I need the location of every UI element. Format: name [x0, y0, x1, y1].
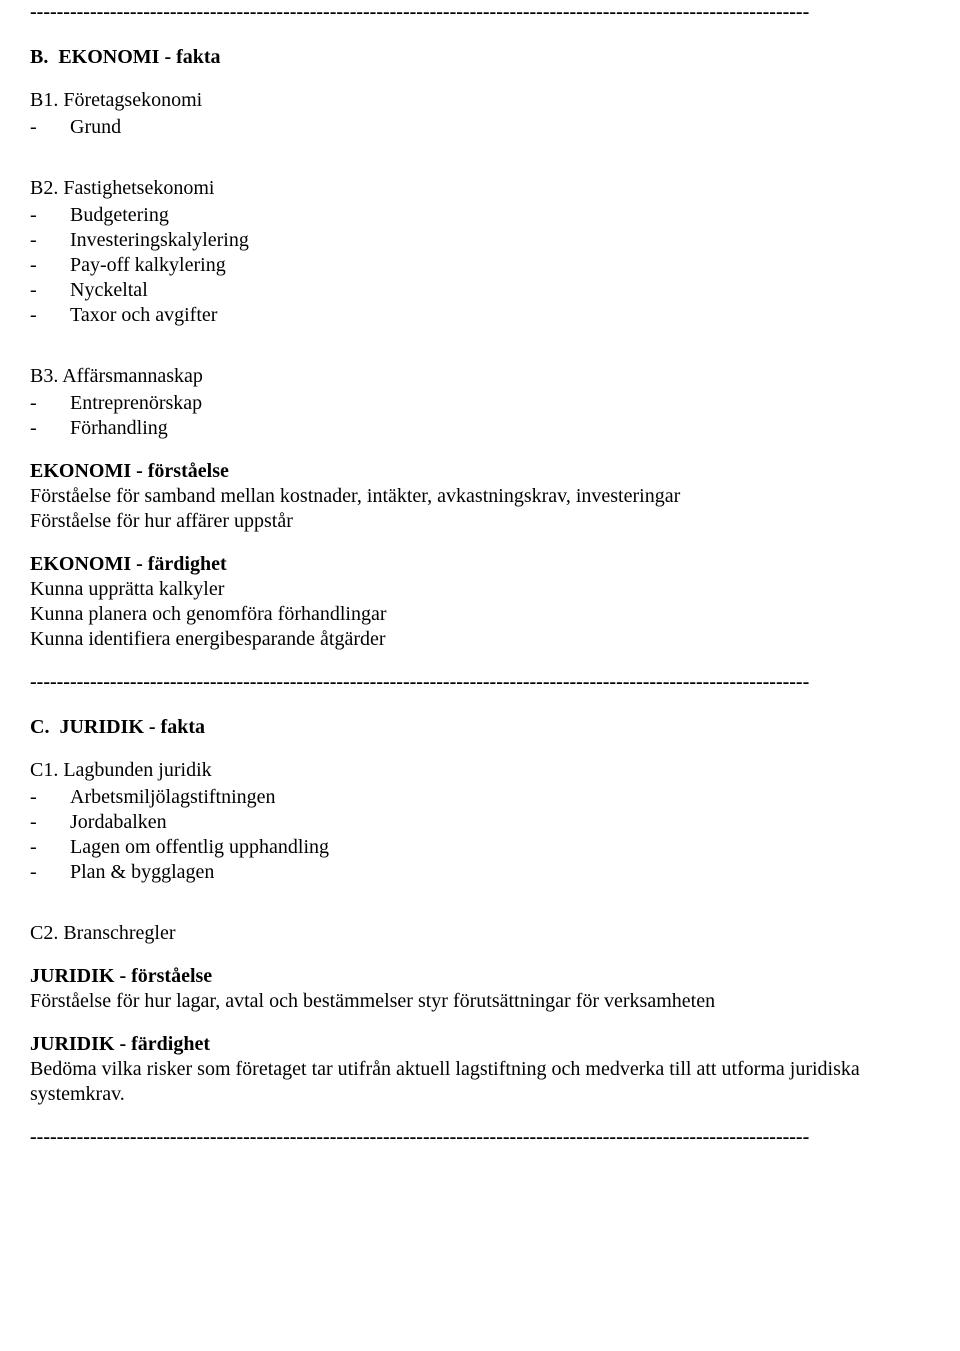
divider-mid: ----------------------------------------…	[30, 670, 930, 695]
b2-title: B2. Fastighetsekonomi	[30, 176, 930, 201]
b3-list: - Entreprenörskap - Förhandling	[30, 391, 930, 441]
dash-icon: -	[30, 810, 70, 835]
dash-icon: -	[30, 860, 70, 885]
list-item-text: Nyckeltal	[70, 278, 148, 303]
list-item: - Plan & bygglagen	[30, 860, 930, 885]
list-item-text: Förhandling	[70, 416, 168, 441]
juridik-fardighet-line: Bedöma vilka risker som företaget tar ut…	[30, 1057, 930, 1107]
c1-title: C1. Lagbunden juridik	[30, 758, 930, 783]
list-item-text: Budgetering	[70, 203, 169, 228]
b3-title: B3. Affärsmannaskap	[30, 364, 930, 389]
divider-top: ----------------------------------------…	[30, 0, 930, 25]
dash-icon: -	[30, 253, 70, 278]
dash-icon: -	[30, 391, 70, 416]
ekonomi-fardighet-line: Kunna identifiera energibesparande åtgär…	[30, 627, 930, 652]
list-item-text: Taxor och avgifter	[70, 303, 217, 328]
dash-icon: -	[30, 303, 70, 328]
divider-bottom: ----------------------------------------…	[30, 1125, 930, 1150]
list-item-text: Investeringskalylering	[70, 228, 249, 253]
list-item: - Entreprenörskap	[30, 391, 930, 416]
dash-icon: -	[30, 278, 70, 303]
dash-icon: -	[30, 785, 70, 810]
b2-list: - Budgetering - Investeringskalylering -…	[30, 203, 930, 328]
list-item: - Lagen om offentlig upphandling	[30, 835, 930, 860]
section-c-heading: C. JURIDIK - fakta	[30, 715, 930, 740]
dash-icon: -	[30, 203, 70, 228]
ekonomi-fardighet-line: Kunna planera och genomföra förhandlinga…	[30, 602, 930, 627]
section-b-heading: B. EKONOMI - fakta	[30, 45, 930, 70]
list-item-text: Entreprenörskap	[70, 391, 202, 416]
list-item-text: Pay-off kalkylering	[70, 253, 226, 278]
list-item-text: Grund	[70, 115, 121, 140]
dash-icon: -	[30, 115, 70, 140]
ekonomi-fardighet-line: Kunna upprätta kalkyler	[30, 577, 930, 602]
ekonomi-fardighet-heading: EKONOMI - färdighet	[30, 552, 930, 577]
list-item: - Jordabalken	[30, 810, 930, 835]
list-item: - Budgetering	[30, 203, 930, 228]
list-item-text: Plan & bygglagen	[70, 860, 214, 885]
c2-title: C2. Branschregler	[30, 921, 930, 946]
ekonomi-forstaelse-line: Förståelse för hur affärer uppstår	[30, 509, 930, 534]
list-item-text: Arbetsmiljölagstiftningen	[70, 785, 276, 810]
list-item: - Förhandling	[30, 416, 930, 441]
dash-icon: -	[30, 416, 70, 441]
list-item: - Taxor och avgifter	[30, 303, 930, 328]
dash-icon: -	[30, 835, 70, 860]
b1-list: - Grund	[30, 115, 930, 140]
juridik-fardighet-heading: JURIDIK - färdighet	[30, 1032, 930, 1057]
juridik-forstaelse-heading: JURIDIK - förståelse	[30, 964, 930, 989]
list-item: - Pay-off kalkylering	[30, 253, 930, 278]
c1-list: - Arbetsmiljölagstiftningen - Jordabalke…	[30, 785, 930, 885]
list-item: - Arbetsmiljölagstiftningen	[30, 785, 930, 810]
dash-icon: -	[30, 228, 70, 253]
list-item: - Grund	[30, 115, 930, 140]
juridik-forstaelse-line: Förståelse för hur lagar, avtal och best…	[30, 989, 930, 1014]
list-item: - Investeringskalylering	[30, 228, 930, 253]
ekonomi-forstaelse-line: Förståelse för samband mellan kostnader,…	[30, 484, 930, 509]
list-item: - Nyckeltal	[30, 278, 930, 303]
list-item-text: Jordabalken	[70, 810, 167, 835]
ekonomi-forstaelse-heading: EKONOMI - förståelse	[30, 459, 930, 484]
document-page: ----------------------------------------…	[0, 0, 960, 1180]
b1-title: B1. Företagsekonomi	[30, 88, 930, 113]
list-item-text: Lagen om offentlig upphandling	[70, 835, 329, 860]
